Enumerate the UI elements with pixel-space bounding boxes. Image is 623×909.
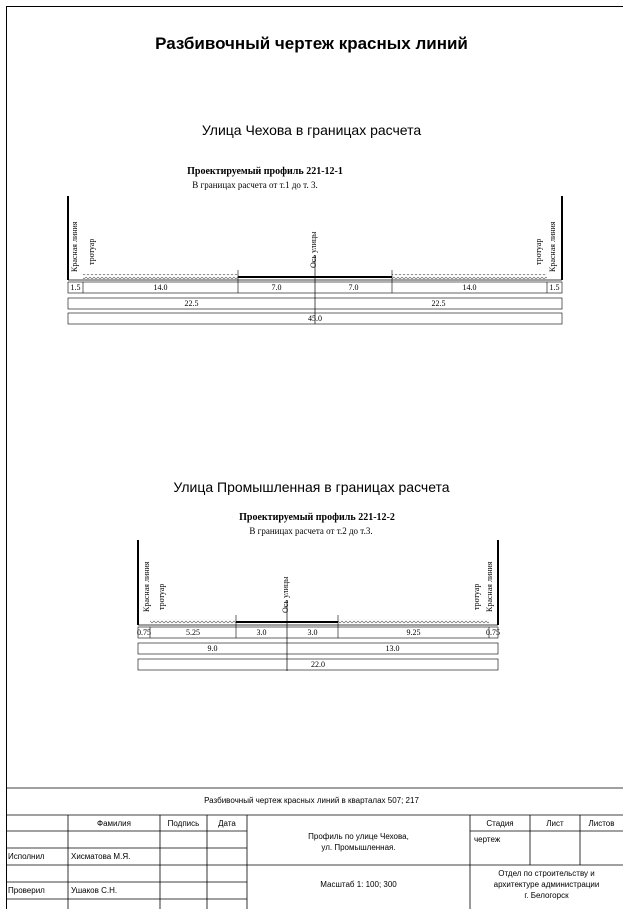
title-block-sheet-title-line2: ул. Промышленная. (321, 843, 396, 852)
section1-half-left: 22.5 (184, 299, 199, 308)
section1-axis-label: Ось улицы (309, 231, 318, 268)
title-block-org-line2: архитектуре администрации (493, 880, 600, 889)
title-block-grid (6, 787, 623, 909)
title-block-org-line3: г. Белогорск (524, 891, 569, 900)
section1-profile-label: Проектируемый профиль 221-12-1 (187, 166, 343, 177)
section1-profile-graphic (67, 196, 563, 325)
section1-left-red-line-label: Красная линия (70, 221, 79, 272)
section1-dim-5: 14.0 (462, 283, 477, 292)
drawing-sheet-frame (6, 6, 623, 909)
section2-dim-2: 5.25 (186, 628, 200, 637)
section2-axis-label: Ось улицы (281, 576, 290, 613)
title-block-stage-value: чертеж (474, 835, 501, 844)
section1-left-sidewalk-label: тротуар (87, 238, 96, 265)
section2-street-title: Улица Промышленная в границах расчета (173, 479, 450, 495)
title-block-org-line1: Отдел по строительству и (498, 869, 595, 878)
section2-left-sidewalk-label: тротуар (157, 583, 166, 610)
section2-right-red-line-label: Красная линия (485, 561, 494, 612)
section2-half-left: 9.0 (207, 644, 218, 653)
section1-dim-1: 1.5 (70, 283, 81, 292)
section2-range-label: В границах расчета от т.2 до т.3. (249, 526, 373, 536)
section1-total: 45.0 (308, 314, 322, 323)
title-block-sheet-label: Лист (546, 819, 564, 828)
section1-right-red-line-label: Красная линия (548, 221, 557, 272)
title-block-role-executor: Исполнил (8, 852, 45, 861)
section1-street-title: Улица Чехова в границах расчета (201, 122, 422, 138)
section2-half-right: 13.0 (385, 644, 400, 653)
title-block-sheets-label: Листов (588, 819, 615, 828)
section2-total: 22.0 (311, 660, 325, 669)
title-block-col-surname: Фамилия (97, 819, 131, 828)
title-block-checker-name: Ушаков С.Н. (71, 886, 118, 895)
section1-dim-2: 14.0 (153, 283, 168, 292)
section1-dim-4: 7.0 (348, 283, 359, 292)
section2-dim-5: 9.25 (406, 628, 421, 637)
title-block-stage-label: Стадия (486, 819, 514, 828)
drawing-title: Разбивочный чертеж красных линий (155, 34, 468, 53)
section2-profile-label: Проектируемый профиль 221-12-2 (239, 512, 395, 523)
title-block-scale: Масштаб 1: 100; 300 (320, 880, 397, 889)
section1-dim-3: 7.0 (271, 283, 282, 292)
section1-right-sidewalk-label: тротуар (534, 238, 543, 265)
title-block-drawing-name: Разбивочный чертеж красных линий в кварт… (204, 796, 419, 805)
title-block-col-date: Дата (218, 819, 236, 828)
section2-dim-4: 3.0 (307, 628, 318, 637)
section2-left-red-line-label: Красная линия (142, 561, 151, 612)
section2-dim-1: 0.75 (137, 628, 151, 637)
section2-dim-6: 0.75 (486, 628, 500, 637)
section2-profile-graphic (137, 540, 499, 671)
section1-range-label: В границах расчета от т.1 до т. 3. (192, 180, 318, 190)
section1-half-right: 22.5 (431, 299, 446, 308)
title-block-sheet-title-line1: Профиль по улице Чехова, (308, 832, 409, 841)
section2-dim-3: 3.0 (256, 628, 267, 637)
title-block-col-signature: Подпись (167, 819, 200, 828)
title-block-executor-name: Хисматова М.Я. (71, 852, 131, 861)
section1-dim-6: 1.5 (549, 283, 560, 292)
title-block-role-checker: Проверил (8, 886, 45, 895)
section2-right-sidewalk-label: тротуар (472, 583, 481, 610)
